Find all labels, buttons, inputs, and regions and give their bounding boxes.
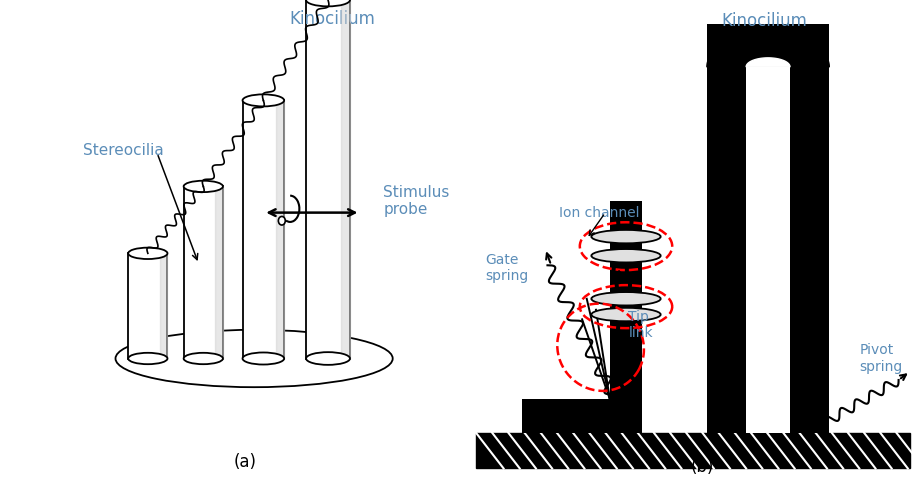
Text: Kinocilium: Kinocilium — [722, 12, 808, 30]
Ellipse shape — [184, 353, 223, 364]
Text: Kinocilium: Kinocilium — [290, 10, 375, 28]
Text: Ion channel: Ion channel — [559, 206, 639, 220]
Bar — [747, 67, 790, 433]
Ellipse shape — [591, 249, 661, 262]
Ellipse shape — [591, 230, 661, 243]
Ellipse shape — [278, 217, 286, 225]
Ellipse shape — [243, 352, 285, 365]
Bar — [184, 186, 223, 358]
Ellipse shape — [128, 353, 167, 364]
Polygon shape — [341, 0, 350, 358]
Text: (b): (b) — [690, 457, 714, 476]
Text: Pivot
spring: Pivot spring — [859, 343, 903, 374]
Polygon shape — [276, 100, 285, 358]
Polygon shape — [747, 58, 790, 67]
Bar — [242, 100, 285, 358]
Ellipse shape — [243, 94, 285, 107]
Ellipse shape — [128, 248, 167, 259]
Text: (a): (a) — [234, 453, 256, 471]
Bar — [610, 201, 642, 433]
Bar — [522, 399, 610, 433]
Polygon shape — [160, 253, 167, 358]
Text: Stereocilia: Stereocilia — [83, 143, 164, 158]
Bar — [306, 0, 350, 358]
Text: Gate
spring: Gate spring — [485, 252, 529, 283]
Text: Tip
link: Tip link — [628, 310, 653, 340]
Ellipse shape — [184, 181, 223, 192]
Bar — [707, 24, 830, 67]
Ellipse shape — [116, 330, 393, 387]
Bar — [128, 253, 167, 358]
Text: Stimulus
probe: Stimulus probe — [383, 185, 450, 217]
Bar — [476, 433, 910, 468]
Ellipse shape — [591, 292, 661, 305]
Bar — [790, 24, 830, 433]
Ellipse shape — [591, 308, 661, 321]
Ellipse shape — [306, 0, 350, 6]
Polygon shape — [215, 186, 223, 358]
Polygon shape — [707, 33, 830, 67]
Ellipse shape — [306, 352, 350, 365]
Bar — [707, 24, 747, 433]
